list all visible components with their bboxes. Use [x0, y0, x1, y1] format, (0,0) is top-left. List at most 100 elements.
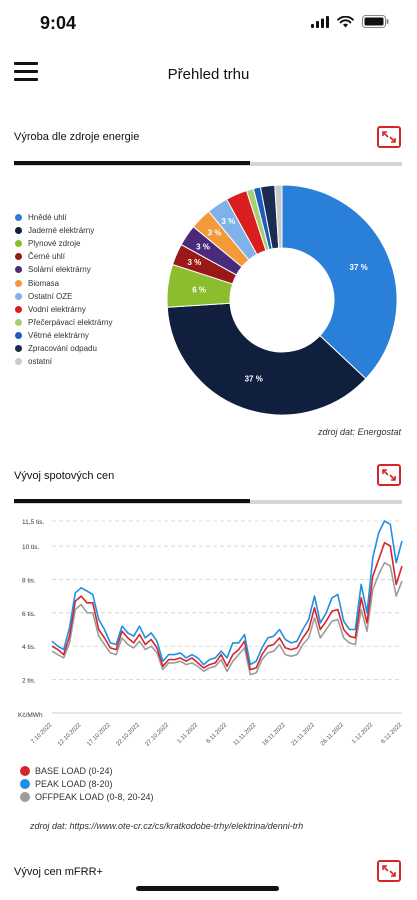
legend-label: ostatní — [28, 357, 53, 367]
energy-legend-item: ostatní — [15, 357, 52, 366]
y-tick-label: 2 tis. — [22, 678, 36, 685]
pie-slice — [274, 184, 283, 249]
energy-legend-item: Zpracování odpadu — [15, 344, 97, 353]
legend-dot — [15, 279, 22, 287]
hamburger-menu-icon[interactable] — [14, 62, 38, 84]
x-tick-label: 27.10.2022 — [145, 722, 171, 748]
legend-dot — [15, 240, 22, 248]
expand-icon — [382, 131, 396, 143]
legend-label: Biomasa — [28, 278, 60, 288]
x-tick-label: 16.11.2022 — [262, 722, 288, 748]
energy-legend-item: Plynové zdroje — [15, 239, 80, 248]
energy-legend-item: Solární elektrárny — [15, 265, 91, 274]
legend-label: BASE LOAD (0-24) — [35, 766, 113, 776]
legend-label: Přečerpávací elektrárny — [28, 317, 113, 327]
legend-dot — [15, 292, 22, 300]
home-indicator — [136, 886, 279, 891]
spot-tab-indicator — [14, 499, 402, 504]
battery-icon — [362, 15, 389, 28]
legend-label: Černé uhlí — [28, 252, 65, 262]
legend-dot — [15, 331, 22, 339]
energy-legend-item: Ostatní OZE — [15, 292, 72, 301]
mfrr-expand-button[interactable] — [377, 860, 401, 882]
pie-data-label: 6 % — [192, 286, 206, 295]
page-title: Přehled trhu — [167, 66, 250, 83]
pie-data-label: 3 % — [208, 228, 222, 237]
energy-pie-chart: 37 % 37 % 6 % 3 % 3 % 3 % 3 % — [166, 184, 398, 416]
legend-label: Vodní elektrárny — [28, 304, 86, 314]
legend-label: Zpracování odpadu — [28, 344, 97, 353]
x-tick-label: 6.11.2022 — [206, 722, 229, 745]
x-tick-label: 21.11.2022 — [291, 722, 317, 748]
legend-label: PEAK LOAD (8-20) — [35, 779, 113, 789]
y-tick-label: 6 tis. — [22, 611, 36, 618]
legend-dot — [20, 766, 30, 776]
x-tick-label: 1.11.2022 — [176, 722, 199, 745]
x-tick-label: 11.11.2022 — [233, 722, 258, 747]
spot-legend-item: PEAK LOAD (8-20) — [20, 779, 113, 789]
energy-tab-indicator — [14, 161, 402, 166]
energy-legend-item: Biomasa — [15, 279, 59, 288]
energy-legend-item: Přečerpávací elektrárny — [15, 318, 112, 327]
legend-dot — [15, 227, 22, 235]
legend-label: Plynové zdroje — [28, 239, 81, 249]
mfrr-section-title: Vývoj cen mFRR+ — [14, 866, 103, 878]
energy-legend-item: Větrné elektrárny — [15, 331, 89, 340]
y-tick-label: 8 tis. — [22, 577, 36, 584]
x-tick-label: 22.10.2022 — [115, 722, 141, 748]
series-line — [51, 561, 403, 676]
y-axis-label: Kč/MWh — [18, 712, 43, 719]
x-tick-label: 7.10.2022 — [30, 722, 54, 746]
legend-dot — [15, 305, 22, 313]
spot-source: zdroj dat: https://www.ote-cr.cz/cs/krat… — [30, 821, 304, 831]
series-line — [51, 520, 403, 666]
legend-dot — [15, 214, 22, 221]
legend-dot — [20, 792, 30, 802]
legend-dot — [15, 345, 22, 352]
pie-data-label: 37 % — [245, 375, 263, 384]
spot-section-title: Vývoj spotových cen — [14, 470, 115, 482]
x-tick-label: 1.12.2022 — [351, 722, 375, 746]
expand-icon — [382, 865, 396, 877]
status-time: 9:04 — [40, 13, 77, 33]
spot-legend-item: OFFPEAK LOAD (0-8, 20-24) — [20, 792, 154, 802]
energy-legend-item: Hnědé uhlí — [15, 213, 67, 222]
legend-label: Solární elektrárny — [28, 265, 91, 275]
y-tick-label: 10 tis. — [22, 544, 40, 551]
pie-data-label: 3 % — [196, 242, 210, 251]
energy-legend-item: Černé uhlí — [15, 252, 65, 261]
y-tick-label: 4 tis. — [22, 644, 36, 651]
energy-section-title: Výroba dle zdroje energie — [14, 131, 140, 143]
pie-slice — [281, 184, 398, 380]
y-tick-label: 11,5 tis. — [22, 519, 44, 526]
pie-slice — [166, 302, 367, 416]
legend-dot — [15, 266, 22, 274]
legend-label: Větrné elektrárny — [28, 330, 89, 340]
pie-data-label: 3 % — [221, 217, 235, 226]
x-tick-label: 6.12.2022 — [380, 722, 404, 746]
energy-legend-item: Jaderné elektrárny — [15, 226, 94, 235]
legend-dot — [15, 358, 22, 366]
legend-label: Hnědé uhlí — [28, 213, 67, 222]
x-tick-label: 26.11.2022 — [320, 722, 346, 748]
legend-label: Jaderné elektrárny — [28, 226, 95, 236]
legend-dot — [15, 318, 22, 326]
status-bar: 9:04 — [0, 0, 417, 44]
pie-data-label: 37 % — [350, 263, 368, 272]
spot-expand-button[interactable] — [377, 464, 401, 486]
x-tick-label: 17.10.2022 — [86, 722, 112, 748]
spot-line-chart: 2 tis. 4 tis. 6 tis. 8 tis. 10 tis. 11,5 tis.… — [18, 519, 404, 748]
series-line — [51, 541, 403, 671]
energy-legend-item: Vodní elektrárny — [15, 305, 86, 314]
legend-label: OFFPEAK LOAD (0-8, 20-24) — [35, 792, 154, 802]
signal-icon — [311, 15, 329, 28]
energy-source: zdroj dat: Energostat — [317, 427, 401, 437]
app-header: Přehled trhu — [0, 50, 417, 100]
spot-legend-item: BASE LOAD (0-24) — [20, 766, 113, 776]
legend-dot — [20, 779, 30, 789]
legend-label: Ostatní OZE — [28, 291, 73, 301]
x-tick-label: 12.10.2022 — [57, 722, 83, 748]
energy-expand-button[interactable] — [377, 126, 401, 148]
wifi-icon — [337, 15, 354, 27]
status-icons — [311, 15, 389, 28]
